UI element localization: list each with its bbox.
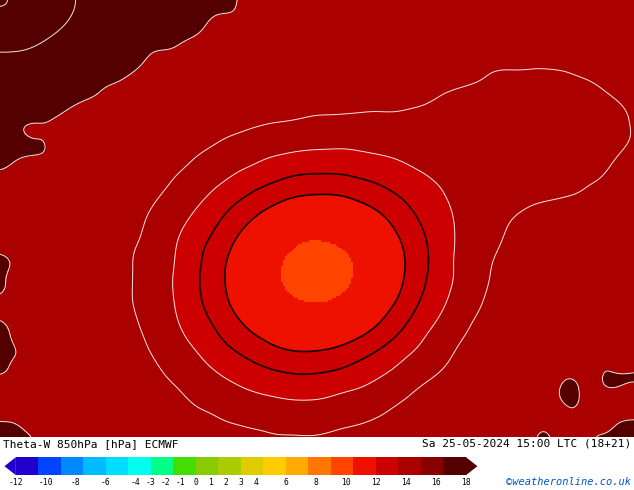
Text: 12: 12 [371,478,381,487]
Bar [173,457,196,475]
Text: 3: 3 [238,478,243,487]
Text: 6: 6 [283,478,288,487]
Bar [263,457,286,475]
Bar [376,457,398,475]
Text: -4: -4 [131,478,141,487]
Bar [444,457,466,475]
Text: 14: 14 [401,478,411,487]
Text: ©weatheronline.co.uk: ©weatheronline.co.uk [506,477,631,488]
Bar [38,457,61,475]
Bar [128,457,151,475]
Text: -10: -10 [39,478,53,487]
Text: Theta-W 850hPa [hPa] ECMWF: Theta-W 850hPa [hPa] ECMWF [3,439,179,449]
FancyArrow shape [4,457,16,475]
Text: -2: -2 [161,478,171,487]
Text: 0: 0 [193,478,198,487]
Bar [83,457,106,475]
Bar [308,457,331,475]
Text: -6: -6 [101,478,111,487]
Text: 16: 16 [431,478,441,487]
Bar [61,457,84,475]
Bar [421,457,443,475]
Bar [331,457,353,475]
Text: -1: -1 [176,478,186,487]
Bar [151,457,173,475]
Text: -8: -8 [71,478,81,487]
Text: 2: 2 [223,478,228,487]
Bar [354,457,376,475]
Text: 4: 4 [254,478,259,487]
Text: 18: 18 [461,478,471,487]
Text: -12: -12 [8,478,23,487]
Text: -3: -3 [146,478,156,487]
Bar [241,457,264,475]
Text: 8: 8 [313,478,318,487]
FancyArrow shape [466,457,477,475]
Bar [398,457,421,475]
Text: 10: 10 [341,478,351,487]
Bar [196,457,218,475]
Text: Sa 25-05-2024 15:00 LTC (18+21): Sa 25-05-2024 15:00 LTC (18+21) [422,439,631,449]
Text: 1: 1 [209,478,214,487]
Bar [286,457,308,475]
Bar [106,457,128,475]
Bar [218,457,241,475]
Bar [16,457,38,475]
